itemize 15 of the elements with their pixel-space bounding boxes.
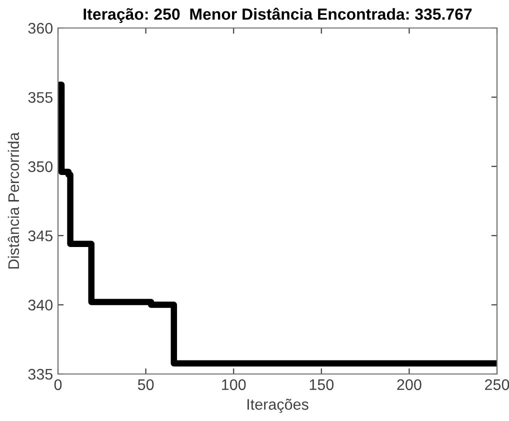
x-tick-label: 50 <box>138 379 154 390</box>
x-tick-label: 0 <box>54 379 62 390</box>
y-tick-label: 335 <box>28 368 52 380</box>
y-axis-title: Distância Percorrida <box>8 132 20 269</box>
x-tick-label: 250 <box>485 379 509 390</box>
y-tick-label: 355 <box>28 92 52 103</box>
y-tick-label: 345 <box>28 230 52 242</box>
x-tick-label: 100 <box>222 379 246 390</box>
x-tick-label: 200 <box>397 379 422 390</box>
y-tick-label: 360 <box>28 22 53 34</box>
x-tick-label: 150 <box>310 379 334 390</box>
y-tick-label: 350 <box>28 161 53 172</box>
chart-title: Iteração: 250 Menor Distância Encontrada: 335.767 <box>84 8 472 23</box>
x-axis-title: Iterações <box>247 398 308 413</box>
y-tick-label: 340 <box>28 300 53 310</box>
